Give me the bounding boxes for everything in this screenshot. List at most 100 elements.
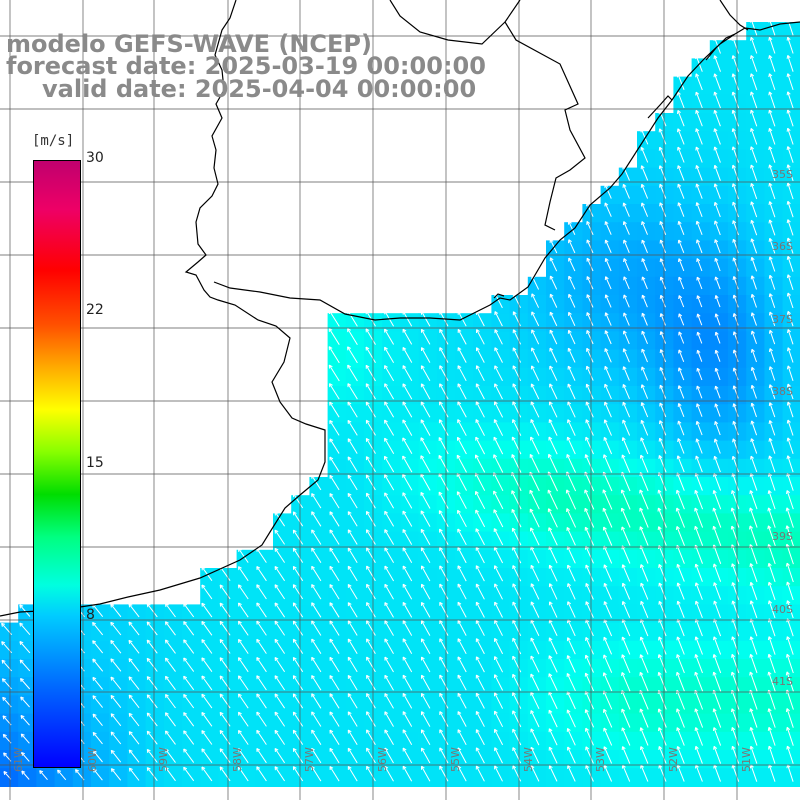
wind-arrow: [732, 331, 739, 344]
wind-arrow: [567, 765, 576, 782]
wind-arrow: [292, 602, 304, 618]
wind-arrow: [785, 708, 794, 728]
wind-arrow: [530, 691, 540, 710]
wind-arrow: [786, 255, 794, 272]
wind-arrow: [493, 528, 504, 546]
wind-arrow: [604, 401, 612, 418]
wind-arrow: [768, 36, 776, 54]
wind-arrow: [494, 347, 503, 363]
wind-arrow: [457, 619, 467, 636]
wind-arrow: [695, 455, 703, 473]
wind-arrow: [384, 765, 394, 782]
wind-arrow: [494, 401, 504, 418]
wind-arrow: [640, 402, 649, 418]
wind-arrow: [549, 383, 558, 400]
wind-arrow: [694, 708, 704, 728]
wind-arrow: [657, 671, 667, 692]
wind-arrow: [676, 600, 685, 618]
wind-arrow: [146, 694, 158, 709]
wind-arrow: [274, 766, 286, 782]
wind-arrow: [786, 91, 794, 109]
wind-arrow: [365, 456, 376, 473]
wind-arrow: [750, 384, 757, 399]
wind-arrow: [146, 639, 158, 654]
wind-cell: [782, 440, 800, 460]
wind-arrow: [292, 693, 304, 709]
wind-arrow: [128, 767, 140, 781]
wind-arrow: [92, 640, 104, 654]
wind-arrow: [768, 293, 776, 308]
wind-arrow: [475, 509, 486, 528]
wind-arrow: [750, 438, 758, 454]
wind-arrow: [767, 708, 776, 728]
wind-arrow: [750, 238, 758, 254]
wind-arrow: [603, 601, 612, 618]
wind-arrow: [421, 601, 431, 618]
wind-arrow: [750, 275, 757, 290]
wind-arrow: [402, 711, 413, 727]
wind-arrow: [183, 766, 195, 782]
wind-arrow: [238, 711, 249, 727]
wind-arrow: [511, 508, 522, 528]
wind-arrow: [713, 745, 722, 764]
wind-arrow: [146, 621, 158, 636]
wind-arrow: [512, 329, 522, 345]
wind-arrow: [639, 526, 649, 546]
wind-arrow: [20, 733, 30, 744]
wind-arrow: [494, 365, 503, 382]
wind-arrow: [695, 109, 703, 127]
lon-label-56w: 56W: [376, 747, 389, 772]
wind-arrow: [639, 708, 649, 728]
wind-arrow: [457, 674, 467, 691]
wind-arrow: [274, 693, 286, 709]
wind-arrow: [494, 765, 503, 782]
wind-arrow: [749, 490, 758, 510]
wind-arrow: [421, 310, 431, 327]
wind-arrow: [639, 727, 649, 746]
wind-arrow: [512, 747, 522, 764]
wind-arrow: [475, 528, 485, 546]
wind-arrow: [640, 564, 649, 582]
wind-arrow: [695, 764, 703, 782]
wind-arrow: [657, 654, 667, 673]
wind-arrow: [420, 401, 431, 418]
wind-arrow: [439, 601, 449, 618]
wind-arrow: [366, 729, 376, 745]
wind-arrow: [21, 770, 30, 780]
wind-arrow: [146, 767, 158, 782]
wind-arrow: [732, 438, 739, 454]
wind-arrow: [767, 671, 776, 692]
wind-arrow: [585, 383, 594, 400]
wind-arrow: [201, 602, 213, 618]
wind-arrow: [238, 748, 249, 764]
wind-arrow: [549, 365, 558, 381]
wind-arrow: [714, 220, 721, 236]
wind-arrow: [768, 600, 776, 619]
wind-arrow: [329, 383, 340, 400]
wind-arrow: [731, 455, 740, 473]
wind-arrow: [20, 678, 31, 690]
wind-arrow: [568, 239, 576, 254]
wind-arrow: [548, 419, 558, 436]
wind-arrow: [530, 401, 540, 418]
lon-label-57w: 57W: [303, 747, 316, 772]
wind-arrow: [767, 636, 776, 655]
wind-arrow: [621, 582, 631, 600]
wind-arrow: [585, 601, 594, 618]
wind-arrow: [732, 420, 739, 436]
wind-arrow: [620, 507, 631, 528]
wind-arrow: [713, 600, 721, 619]
wind-arrow: [603, 727, 613, 746]
wind-arrow: [604, 276, 612, 290]
wind-arrow: [475, 583, 485, 600]
wind-arrow: [146, 603, 158, 618]
wind-arrow: [786, 490, 794, 510]
wind-arrow: [604, 257, 612, 272]
wind-arrow: [767, 581, 776, 601]
wind-arrow: [421, 620, 431, 636]
wind-arrow: [768, 55, 776, 72]
wind-arrow: [622, 366, 630, 381]
wind-arrow: [183, 639, 195, 654]
wind-arrow: [677, 183, 685, 199]
